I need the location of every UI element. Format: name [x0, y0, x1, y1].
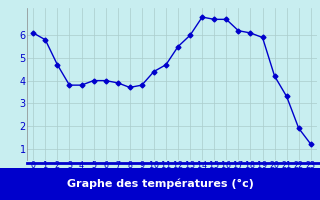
Text: Graphe des températures (°c): Graphe des températures (°c) — [67, 179, 253, 189]
